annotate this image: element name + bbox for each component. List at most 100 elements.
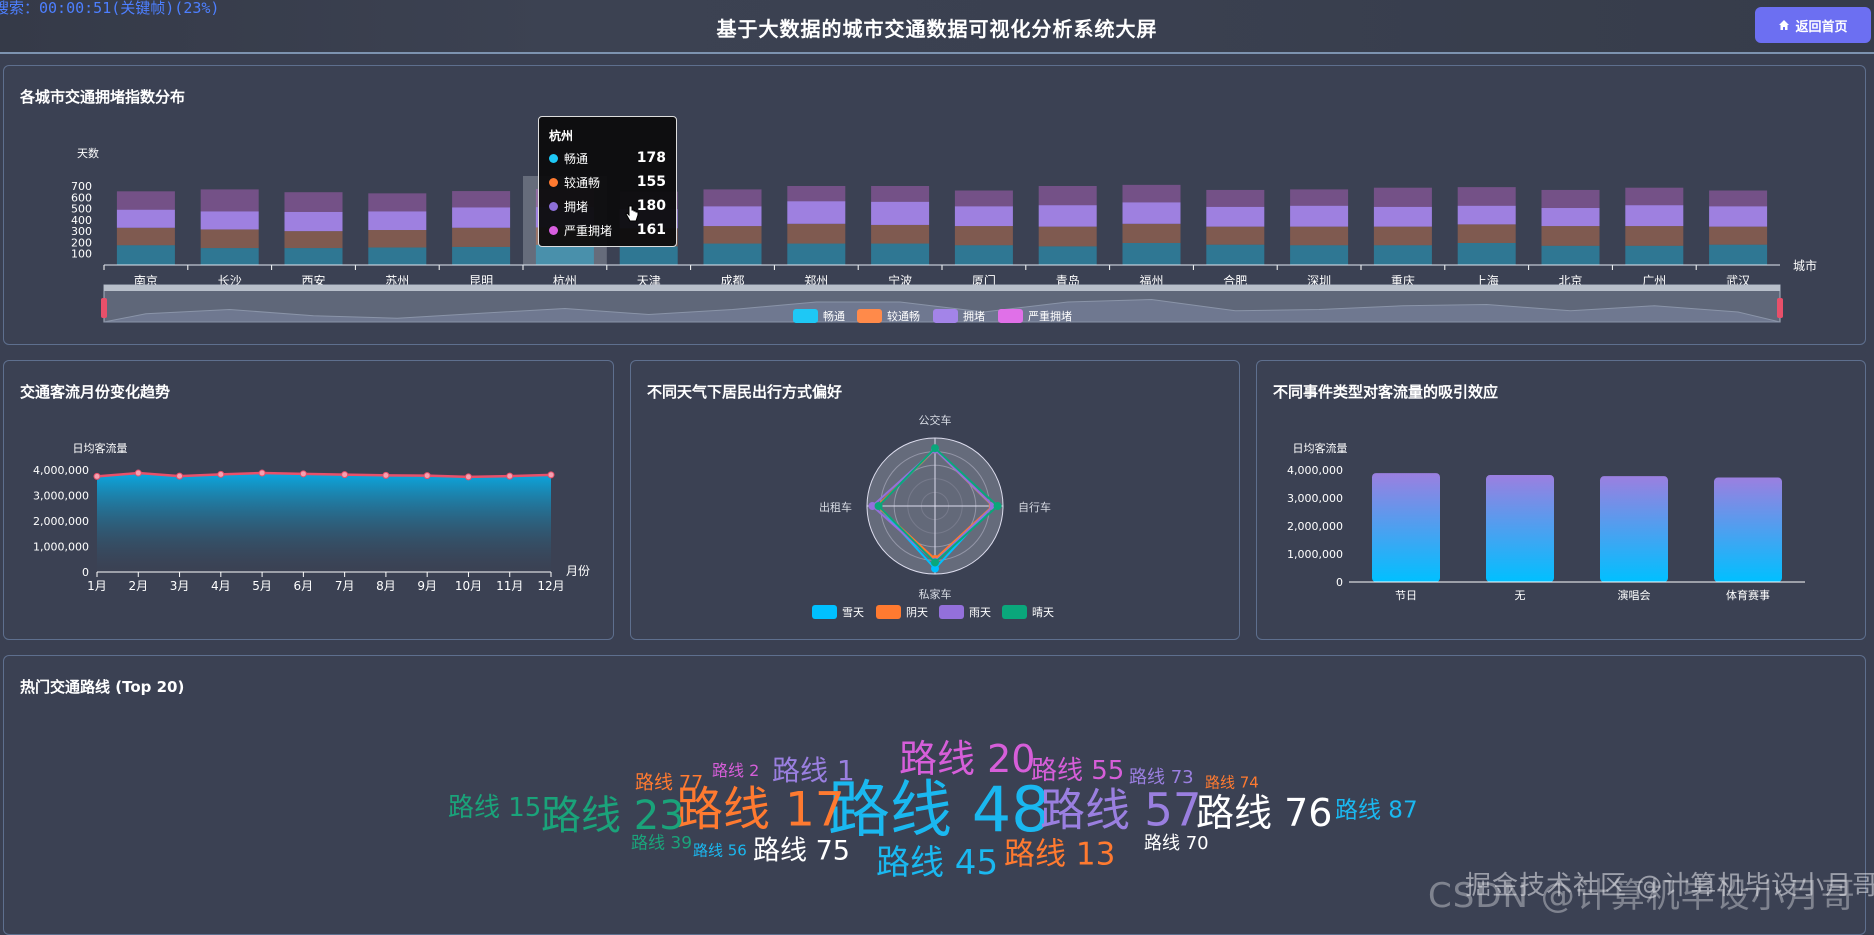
- y-tick-label: 3,000,000: [33, 490, 89, 503]
- home-icon: [1779, 20, 1790, 30]
- word-cloud-item[interactable]: 路线 70: [1144, 833, 1209, 854]
- x-tick-label: 3月: [170, 579, 190, 593]
- word-cloud-item[interactable]: 路线 17: [676, 782, 845, 838]
- x-tick-label: 10月: [455, 579, 482, 593]
- bar-segment: [1206, 189, 1265, 207]
- x-tick-label: 4月: [211, 579, 231, 593]
- series-line: [96, 471, 552, 479]
- word-cloud-item[interactable]: 路线 20: [899, 737, 1036, 781]
- bar-segment: [284, 211, 343, 232]
- word-cloud-item[interactable]: 路线 76: [1196, 791, 1333, 835]
- legend-label: 晴天: [1032, 606, 1054, 619]
- y-tick-label: 200: [71, 236, 92, 249]
- word-cloud-item[interactable]: 路线 13: [1004, 836, 1116, 873]
- word-cloud-item[interactable]: 路线 77: [635, 771, 704, 794]
- word-cloud-item[interactable]: 路线 73: [1129, 767, 1194, 788]
- data-point: [134, 469, 142, 477]
- word-cloud-item[interactable]: 路线 1: [772, 754, 855, 787]
- bar-segment: [1373, 187, 1432, 207]
- bar-segment: [871, 186, 930, 202]
- bar-segment: [1290, 189, 1349, 206]
- tooltip-value: 155: [636, 174, 666, 190]
- x-tick-label: 节日: [1395, 589, 1417, 602]
- y-axis-name: 日均客流量: [73, 441, 128, 455]
- bar-segment: [787, 201, 846, 224]
- datazoom-bar[interactable]: [104, 285, 1780, 291]
- bar-segment: [284, 248, 343, 265]
- datazoom-handle[interactable]: [1777, 298, 1783, 318]
- bar-segment: [1457, 187, 1516, 206]
- bar-segment: [703, 189, 762, 207]
- legend-label: 较通畅: [887, 309, 920, 323]
- y-tick-label: 300: [71, 225, 92, 238]
- word-cloud-item[interactable]: 路线 87: [1335, 797, 1418, 824]
- x-axis-name: 城市: [1793, 258, 1817, 273]
- x-tick-label: 无: [1515, 589, 1526, 602]
- bar-segment: [1290, 205, 1349, 227]
- word-cloud-item[interactable]: 路线 15: [448, 793, 542, 823]
- bar-segment: [1122, 184, 1181, 203]
- legend-swatch[interactable]: [812, 605, 837, 619]
- routes-panel: 热门交通路线 (Top 20): [3, 655, 1866, 935]
- word-cloud-item[interactable]: 路线 74: [1205, 773, 1259, 792]
- legend-swatch[interactable]: [876, 605, 901, 619]
- word-cloud-item[interactable]: 路线 57: [1040, 783, 1202, 837]
- word-cloud-item[interactable]: 路线 2: [712, 761, 760, 780]
- bar-segment: [1541, 189, 1600, 209]
- tooltip-label: 严重拥堵: [564, 223, 613, 238]
- chart-tooltip: 杭州 畅通 178 较通畅 155 拥堵 180 严重拥堵 161: [538, 116, 677, 247]
- bar-segment: [871, 224, 930, 244]
- word-cloud-item[interactable]: 路线 56: [693, 841, 747, 860]
- x-tick-label: 6月: [294, 579, 314, 593]
- radar-point: [868, 502, 877, 510]
- legend-swatch[interactable]: [939, 605, 964, 619]
- word-cloud-item[interactable]: 路线 55: [1031, 756, 1125, 786]
- bar-segment: [1290, 245, 1349, 265]
- tooltip-label: 拥堵: [564, 199, 589, 214]
- word-cloud-item[interactable]: 路线 48: [828, 773, 1051, 846]
- bar: [1486, 475, 1554, 582]
- data-point: [423, 472, 431, 480]
- word-cloud-item[interactable]: 路线 75: [753, 835, 850, 867]
- x-tick-label: 演唱会: [1618, 588, 1651, 602]
- x-tick-label: 2月: [128, 579, 148, 593]
- bar-segment: [116, 209, 175, 228]
- x-tick-label: 8月: [376, 579, 396, 593]
- series-dot-icon: [549, 177, 558, 187]
- legend-swatch[interactable]: [793, 309, 818, 323]
- legend-label: 雨天: [969, 606, 991, 619]
- bar-segment: [1457, 205, 1516, 225]
- datazoom-handle[interactable]: [101, 298, 107, 318]
- data-point: [464, 473, 472, 481]
- y-tick-label: 4,000,000: [33, 464, 89, 477]
- bar-segment: [284, 231, 343, 249]
- x-tick-label: 9月: [417, 579, 437, 593]
- bar-segment: [1038, 246, 1097, 265]
- bar-segment: [787, 186, 846, 202]
- bar-segment: [954, 190, 1013, 207]
- tooltip-row: 较通畅 155: [549, 173, 666, 191]
- word-cloud-item[interactable]: 路线 23: [541, 793, 685, 839]
- legend-swatch[interactable]: [998, 309, 1023, 323]
- header: 搜索：00:00:51(关键帧)(23%) 基于大数据的城市交通数据可视化分析系…: [0, 0, 1874, 54]
- watermark: CSDN @计算机毕设小月哥: [1428, 876, 1856, 916]
- bar-segment: [1122, 242, 1181, 265]
- word-cloud-item[interactable]: 路线 45: [876, 843, 999, 883]
- weather-panel: 不同天气下居民出行方式偏好: [630, 360, 1240, 640]
- back-home-button[interactable]: 返回首页: [1755, 7, 1871, 43]
- legend-swatch[interactable]: [857, 309, 882, 323]
- radar-indicator-label: 私家车: [919, 587, 952, 601]
- bar-segment: [954, 245, 1013, 265]
- bar: [1372, 473, 1440, 582]
- radar-point: [993, 502, 1002, 510]
- legend-swatch[interactable]: [1002, 605, 1027, 619]
- bar-segment: [116, 191, 175, 210]
- legend-swatch[interactable]: [933, 309, 958, 323]
- x-tick-label: 合肥: [1223, 273, 1247, 288]
- bar-segment: [1541, 226, 1600, 246]
- bar-segment: [1373, 245, 1432, 265]
- x-tick-label: 郑州: [804, 273, 828, 288]
- bar-segment: [954, 206, 1013, 227]
- bar-segment: [703, 243, 762, 265]
- word-cloud-item[interactable]: 路线 39: [631, 833, 693, 854]
